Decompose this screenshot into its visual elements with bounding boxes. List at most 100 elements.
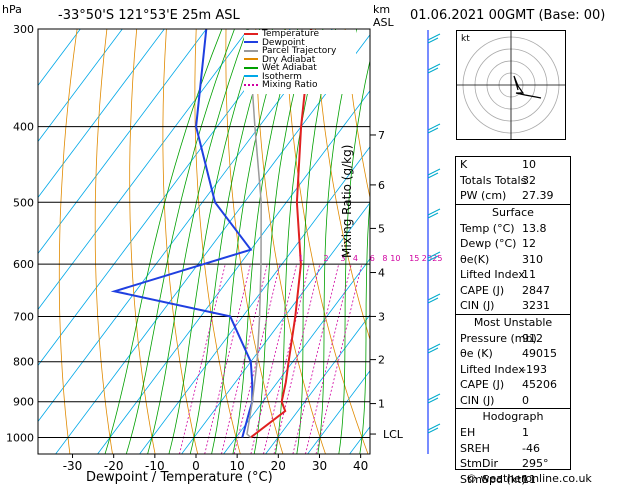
km-tick-label: 2 — [378, 354, 385, 367]
wind-barb — [427, 63, 441, 71]
legend-item: Wet Adiabat — [244, 64, 317, 73]
wind-barb — [427, 33, 441, 41]
mixing-ratio-labels: 1 2 3 4 6 8 10 15 20 25 — [298, 254, 442, 263]
pressure-tick-label: 500 — [13, 196, 34, 209]
dry-adiabat — [613, 29, 629, 454]
wet-adiabat — [211, 29, 286, 454]
mixing-ratio-label: 1 — [298, 254, 303, 263]
mixing-ratio-line — [179, 264, 226, 454]
plot-frame — [37, 28, 371, 455]
legend-label: Dry Adiabat — [262, 54, 316, 65]
legend-item: Mixing Ratio — [244, 81, 317, 90]
isotherm — [38, 29, 123, 143]
wind-barb — [427, 67, 439, 74]
km-tick-label: 7 — [378, 129, 385, 142]
pressure-tick-label: 300 — [13, 23, 34, 36]
mixing-ratio-label: 10 — [390, 254, 400, 263]
legend-swatch — [244, 75, 258, 77]
surface-title: Surface — [492, 205, 534, 219]
mixing-ratio-label: 8 — [382, 254, 387, 263]
wind-barb — [427, 347, 439, 354]
x-tick-label: 20 — [271, 459, 286, 473]
axis-labels: 300 400 500 600 700 800 900 1000 -30 -20 -10 0 10 20 3… — [6, 23, 368, 473]
mixing-ratio-label: 2 — [324, 254, 329, 263]
x-axis-title: Dewpoint / Temperature (°C) — [86, 470, 273, 485]
wind-barb — [427, 293, 441, 301]
datetime-title: 01.06.2021 00GMT (Base: 00) — [410, 8, 606, 23]
series-temperature — [250, 29, 313, 439]
hodograph-unit: kt — [461, 34, 470, 44]
pressure-tick-label: 800 — [13, 356, 34, 369]
isotherm — [307, 370, 370, 454]
unstable-title: Most Unstable — [473, 315, 553, 329]
wet-adiabat — [253, 29, 311, 454]
wet-adiabat — [359, 195, 370, 454]
dry-adiabat — [194, 29, 241, 454]
mixing-ratio-label: 4 — [353, 254, 358, 263]
wet-adiabat — [338, 58, 370, 454]
wind-barb — [427, 123, 441, 131]
series-dewpoint — [110, 29, 254, 438]
legend-label: Wet Adiabat — [262, 63, 317, 73]
x-tick-label: 40 — [353, 459, 368, 473]
dry-adiabat — [58, 29, 78, 454]
dry-adiabat — [314, 29, 370, 341]
profiles — [110, 29, 313, 439]
isotherm — [38, 29, 165, 199]
legend-item: Isotherm — [244, 72, 302, 82]
wet-adiabat — [275, 29, 324, 454]
dry-adiabat — [225, 29, 284, 454]
legend-label: Dewpoint — [262, 37, 305, 48]
dry-adiabat — [162, 29, 199, 454]
mixing-ratio-label: 6 — [370, 254, 375, 263]
index-k-label: K — [460, 158, 468, 171]
wet-adiabat — [104, 29, 223, 454]
km-tick-label: 4 — [378, 267, 385, 280]
wind-barb — [427, 397, 439, 404]
wet-adiabat — [125, 29, 235, 454]
x-tick-label: 30 — [312, 459, 327, 473]
pressure-tick-label: 900 — [13, 396, 34, 409]
mixing-ratio-line — [305, 264, 352, 454]
km-label: km — [373, 3, 391, 16]
wind-barbs — [427, 30, 441, 454]
wind-barb — [427, 168, 441, 176]
series-parcel-trajectory — [246, 29, 262, 438]
wind-barb — [427, 255, 439, 262]
wet-adiabat — [317, 29, 357, 454]
pressure-tick-label: 600 — [13, 258, 34, 271]
wind-barb — [427, 251, 441, 259]
legend-label: Temperature — [262, 29, 320, 39]
mixing-ratio-label: 20 — [422, 254, 432, 263]
index-tt-label: Totals Totals — [460, 173, 527, 187]
isotherm — [38, 29, 81, 87]
km-tick-label: 6 — [378, 179, 385, 192]
isotherm — [38, 29, 249, 311]
km-tick-label: 3 — [378, 310, 385, 323]
legend-item: Temperature — [244, 30, 319, 39]
index-pw-value: 27.39 — [522, 189, 554, 202]
mixing-ratio-label: 3 — [340, 254, 345, 263]
wind-barb — [427, 427, 439, 434]
index-tt-value: 32 — [522, 173, 536, 187]
indices-box: K 10 Totals Totals 32 PW (cm) 27.39 Surface… — [455, 156, 571, 486]
x-tick-label: -10 — [145, 459, 165, 473]
wind-barb — [427, 423, 441, 431]
legend-swatch — [244, 41, 258, 43]
hpa-label: hPa — [2, 3, 22, 16]
dry-adiabat — [344, 29, 370, 200]
mixing-ratio-line — [204, 264, 251, 454]
isotherm — [265, 314, 370, 454]
km-axis: 7 6 5 4 3 2 1 LCL — [370, 129, 404, 441]
dry-adiabat — [94, 29, 113, 454]
pressure-tick-label: 700 — [13, 310, 34, 323]
mixing-ratio-axis-title: Mixing Ratio (g/kg) — [340, 144, 354, 258]
x-tick-label: -30 — [63, 459, 83, 473]
mixing-ratio-line — [273, 264, 321, 454]
x-tick-label: 0 — [192, 459, 200, 473]
mixing-ratio-line — [263, 264, 310, 454]
watermark: © weatheronline.co.uk — [466, 472, 592, 485]
wind-barb — [427, 208, 441, 216]
km-tick-label: 1 — [378, 398, 385, 411]
